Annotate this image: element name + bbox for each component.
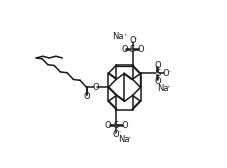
Text: O: O <box>154 77 161 86</box>
Text: ⁺: ⁺ <box>128 137 131 142</box>
Text: O: O <box>92 83 99 92</box>
Text: ⁻: ⁻ <box>134 38 137 43</box>
Text: ⁻: ⁻ <box>167 71 170 76</box>
Text: O: O <box>113 130 120 139</box>
Text: ⁺: ⁺ <box>124 34 127 39</box>
Text: O: O <box>83 92 90 101</box>
Text: O: O <box>121 45 128 54</box>
Text: ⁺: ⁺ <box>167 86 170 91</box>
Text: S: S <box>130 45 135 54</box>
Text: O: O <box>154 61 161 70</box>
Text: S: S <box>114 121 119 130</box>
Text: Na: Na <box>112 32 123 41</box>
Text: O: O <box>105 121 111 130</box>
Text: O: O <box>137 45 144 54</box>
Text: Na: Na <box>118 135 130 144</box>
Text: O: O <box>162 69 169 78</box>
Text: Na: Na <box>157 84 168 93</box>
Text: O: O <box>129 36 136 45</box>
Text: S: S <box>155 69 160 78</box>
Text: ⁻: ⁻ <box>118 132 121 137</box>
Text: O: O <box>121 121 128 130</box>
